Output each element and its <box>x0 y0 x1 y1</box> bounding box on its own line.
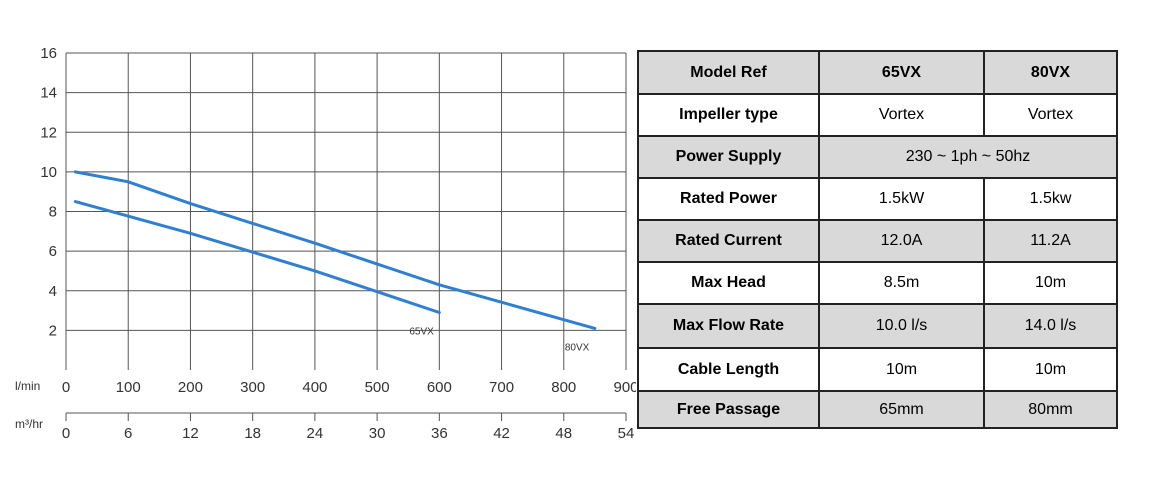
row-label: Cable Length <box>637 347 820 392</box>
x-tick-label: 0 <box>62 379 70 396</box>
secondary-tick-label: 12 <box>182 425 199 442</box>
row-value-80vx: 10m <box>983 261 1118 305</box>
secondary-tick-label: 24 <box>307 425 324 442</box>
header-65vx: 65VX <box>818 50 985 95</box>
x-tick-label: 800 <box>551 379 576 396</box>
table-row: Max Flow Rate 10.0 l/s 14.0 l/s <box>637 303 1118 349</box>
x-tick-label: 900 <box>613 379 636 396</box>
row-value-65vx: 10.0 l/s <box>818 303 985 349</box>
chart-series <box>73 170 597 330</box>
x-axis-label-lmin: l/min <box>15 379 40 393</box>
table-row: Rated Current 12.0A 11.2A <box>637 219 1118 263</box>
row-label: Rated Power <box>637 177 820 221</box>
table-row: Free Passage 65mm 80mm <box>637 390 1118 429</box>
row-value-65vx: Vortex <box>818 93 985 137</box>
table-row: Cable Length 10m 10m <box>637 347 1118 392</box>
row-label: Impeller type <box>637 93 820 137</box>
y-axis-tick-labels: 2 4 6 8 10 12 14 16 <box>40 45 57 339</box>
x-tick-label: 300 <box>240 379 265 396</box>
row-value-80vx: Vortex <box>983 93 1118 137</box>
secondary-tick-label: 36 <box>431 425 448 442</box>
header-80vx: 80VX <box>983 50 1118 95</box>
secondary-tick-label: 54 <box>618 425 635 442</box>
row-value-80vx: 1.5kw <box>983 177 1118 221</box>
chart-grid <box>65 52 627 370</box>
row-value-80vx: 10m <box>983 347 1118 392</box>
x-tick-label: 400 <box>302 379 327 396</box>
y-tick-label: 16 <box>40 45 57 62</box>
x-tick-label: 500 <box>365 379 390 396</box>
row-value-65vx: 1.5kW <box>818 177 985 221</box>
table-row: Power Supply 230 ~ 1ph ~ 50hz <box>637 135 1118 179</box>
row-label: Rated Current <box>637 219 820 263</box>
x-axis-flow-lmin: l/min 0 100 200 300 400 500 600 700 800 900 <box>15 379 636 396</box>
row-value-merged: 230 ~ 1ph ~ 50hz <box>818 135 1118 179</box>
x-tick-label: 600 <box>427 379 452 396</box>
table-row: Max Head 8.5m 10m <box>637 261 1118 305</box>
row-label: Free Passage <box>637 390 820 429</box>
series-label-65vx: 65VX <box>409 327 434 338</box>
secondary-tick-label: 6 <box>124 425 132 442</box>
table-header-row: Model Ref 65VX 80VX <box>637 50 1118 95</box>
row-value-80vx: 80mm <box>983 390 1118 429</box>
secondary-tick-label: 48 <box>555 425 572 442</box>
x-tick-label: 700 <box>489 379 514 396</box>
series-label-80vx: 80VX <box>565 342 590 353</box>
x-tick-label: 100 <box>116 379 141 396</box>
y-tick-label: 12 <box>40 124 57 141</box>
x-axis-flow-m3hr: m³/hr 0 6 12 18 24 30 36 42 48 54 <box>15 412 635 442</box>
row-value-65vx: 12.0A <box>818 219 985 263</box>
x-tick-label: 200 <box>178 379 203 396</box>
series-line-80vx <box>73 170 597 330</box>
secondary-tick-label: 42 <box>493 425 510 442</box>
row-value-65vx: 65mm <box>818 390 985 429</box>
table-row: Impeller type Vortex Vortex <box>637 93 1118 137</box>
table-row: Rated Power 1.5kW 1.5kw <box>637 177 1118 221</box>
row-value-65vx: 10m <box>818 347 985 392</box>
y-tick-label: 4 <box>49 283 57 300</box>
chart-series-labels: 65VX 80VX <box>409 327 589 354</box>
row-value-80vx: 14.0 l/s <box>983 303 1118 349</box>
row-label: Max Head <box>637 261 820 305</box>
y-tick-label: 14 <box>40 85 57 102</box>
y-tick-label: 10 <box>40 164 57 181</box>
header-model-ref: Model Ref <box>637 50 820 95</box>
row-value-80vx: 11.2A <box>983 219 1118 263</box>
pump-spec-table: Model Ref 65VX 80VX Impeller type Vortex… <box>637 50 1118 429</box>
secondary-tick-label: 30 <box>369 425 386 442</box>
series-line-65vx <box>73 200 441 314</box>
secondary-tick-label: 18 <box>244 425 261 442</box>
y-tick-label: 8 <box>49 204 57 221</box>
row-value-65vx: 8.5m <box>818 261 985 305</box>
y-tick-label: 6 <box>49 243 57 260</box>
secondary-tick-label: 0 <box>62 425 70 442</box>
row-label: Max Flow Rate <box>637 303 820 349</box>
row-label: Power Supply <box>637 135 820 179</box>
x-axis-label-m3hr: m³/hr <box>15 417 43 431</box>
y-tick-label: 2 <box>49 322 57 339</box>
